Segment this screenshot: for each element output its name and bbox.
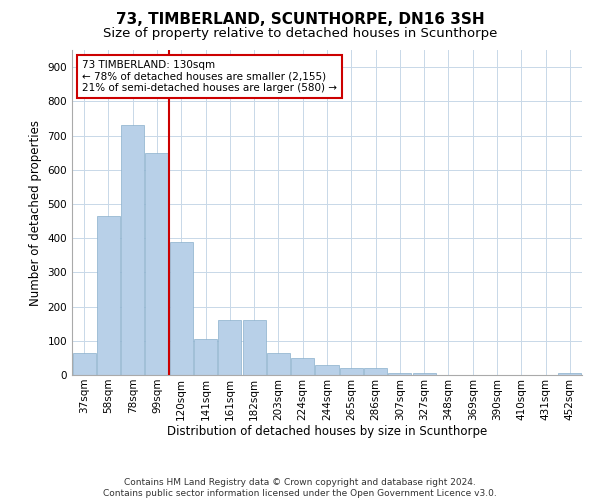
Bar — [340, 368, 363, 375]
Bar — [291, 358, 314, 375]
Bar — [364, 368, 387, 375]
Y-axis label: Number of detached properties: Number of detached properties — [29, 120, 42, 306]
Text: Size of property relative to detached houses in Scunthorpe: Size of property relative to detached ho… — [103, 28, 497, 40]
Bar — [242, 320, 266, 375]
Text: Contains HM Land Registry data © Crown copyright and database right 2024.
Contai: Contains HM Land Registry data © Crown c… — [103, 478, 497, 498]
Text: 73 TIMBERLAND: 130sqm
← 78% of detached houses are smaller (2,155)
21% of semi-d: 73 TIMBERLAND: 130sqm ← 78% of detached … — [82, 60, 337, 93]
Bar — [218, 320, 241, 375]
Bar — [73, 353, 95, 375]
Bar — [145, 152, 169, 375]
X-axis label: Distribution of detached houses by size in Scunthorpe: Distribution of detached houses by size … — [167, 426, 487, 438]
Bar — [267, 353, 290, 375]
Bar — [413, 372, 436, 375]
Bar — [121, 126, 144, 375]
Bar — [170, 242, 193, 375]
Bar — [194, 339, 217, 375]
Bar — [316, 364, 338, 375]
Bar — [388, 372, 412, 375]
Bar — [97, 216, 120, 375]
Text: 73, TIMBERLAND, SCUNTHORPE, DN16 3SH: 73, TIMBERLAND, SCUNTHORPE, DN16 3SH — [116, 12, 484, 28]
Bar — [559, 372, 581, 375]
